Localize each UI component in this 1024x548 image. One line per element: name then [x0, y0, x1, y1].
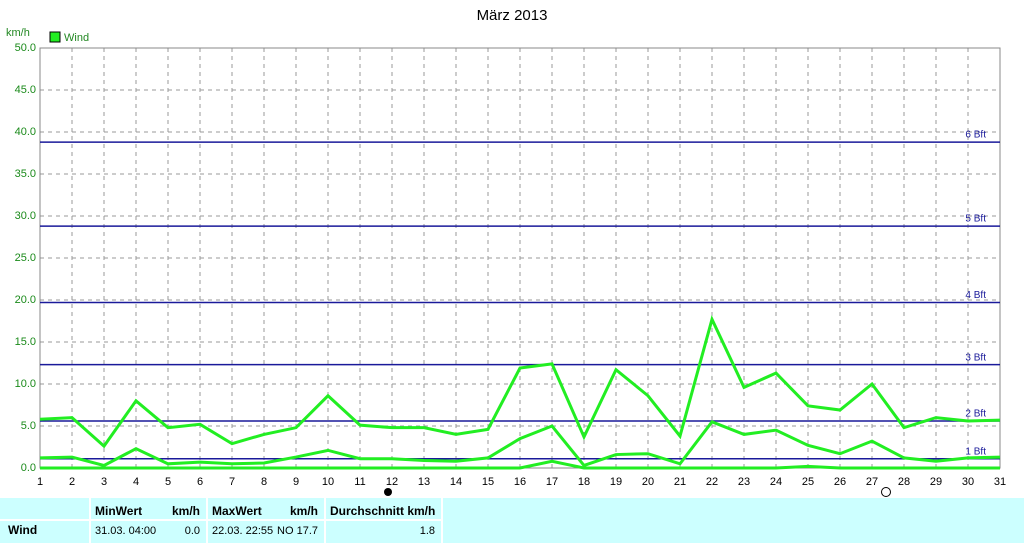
x-tick-label: 17 — [546, 476, 558, 488]
x-tick-label: 13 — [418, 476, 430, 488]
x-tick-label: 22 — [706, 476, 718, 488]
y-tick-label: 30.0 — [15, 210, 36, 222]
x-tick-label: 5 — [165, 476, 171, 488]
x-tick-label: 26 — [834, 476, 846, 488]
full-moon — [384, 488, 392, 496]
x-tick-label: 1 — [37, 476, 43, 488]
table-header: MinWert — [95, 504, 142, 518]
x-tick-label: 29 — [930, 476, 942, 488]
x-tick-label: 3 — [101, 476, 107, 488]
y-axis-label: km/h — [6, 27, 30, 39]
series-line — [39, 315, 1001, 449]
table-cell: NO 17.7 — [277, 525, 318, 537]
y-tick-label: 10.0 — [15, 378, 36, 390]
x-tick-label: 15 — [482, 476, 494, 488]
reference-label: 5 Bft — [965, 214, 986, 225]
y-tick-label: 45.0 — [15, 84, 36, 96]
reference-label: 3 Bft — [965, 352, 986, 363]
x-tick-label: 23 — [738, 476, 750, 488]
x-tick-label: 9 — [293, 476, 299, 488]
reference-label: 4 Bft — [965, 290, 986, 301]
y-tick-label: 0.0 — [21, 462, 36, 474]
legend-label: Wind — [64, 32, 89, 44]
table-cell: 31.03. 04:00 — [95, 525, 156, 537]
x-tick-label: 21 — [674, 476, 686, 488]
table-lines — [0, 498, 443, 543]
x-tick-label: 11 — [354, 476, 365, 488]
x-tick-label: 19 — [610, 476, 622, 488]
reference-label: 6 Bft — [965, 130, 986, 141]
x-tick-label: 30 — [962, 476, 974, 488]
table-cell: 1.8 — [420, 525, 435, 537]
table-header: Durchschnitt km/h — [330, 504, 435, 518]
series-line — [40, 459, 1000, 470]
x-tick-label: 8 — [261, 476, 267, 488]
table-header: MaxWert — [212, 504, 262, 518]
x-tick-label: 4 — [133, 476, 139, 488]
y-tick-label: 50.0 — [15, 42, 36, 54]
y-tick-label: 20.0 — [15, 294, 36, 306]
x-tick-label: 10 — [322, 476, 334, 488]
x-tick-label: 12 — [386, 476, 398, 488]
x-tick-label: 16 — [514, 476, 526, 488]
y-tick-label: 40.0 — [15, 126, 36, 138]
x-tick-label: 27 — [866, 476, 878, 488]
x-tick-label: 6 — [197, 476, 203, 488]
x-tick-label: 2 — [69, 476, 75, 488]
x-tick-label: 20 — [642, 476, 654, 488]
x-tick-label: 28 — [898, 476, 910, 488]
x-tick-label: 18 — [578, 476, 590, 488]
series-line — [39, 419, 1001, 468]
x-tick-label: 7 — [229, 476, 235, 488]
table-cell: 22.03. 22:55 — [212, 525, 273, 537]
chart-title: März 2013 — [477, 7, 548, 24]
x-tick-label: 14 — [450, 476, 462, 488]
table-header: km/h — [290, 504, 318, 518]
x-tick-label: 24 — [770, 476, 782, 488]
y-tick-label: 5.0 — [21, 420, 36, 432]
row-label: Wind — [8, 523, 37, 537]
y-tick-label: 35.0 — [15, 168, 36, 180]
x-tick-label: 31 — [994, 476, 1006, 488]
table-header: km/h — [172, 504, 200, 518]
x-tick-label: 25 — [802, 476, 814, 488]
y-tick-label: 25.0 — [15, 252, 36, 264]
y-tick-label: 15.0 — [15, 336, 36, 348]
reference-label: 2 Bft — [965, 409, 986, 420]
new-moon — [881, 487, 891, 497]
legend-swatch — [49, 31, 61, 43]
reference-label: 1 Bft — [965, 446, 986, 457]
table-cell: 0.0 — [185, 525, 200, 537]
